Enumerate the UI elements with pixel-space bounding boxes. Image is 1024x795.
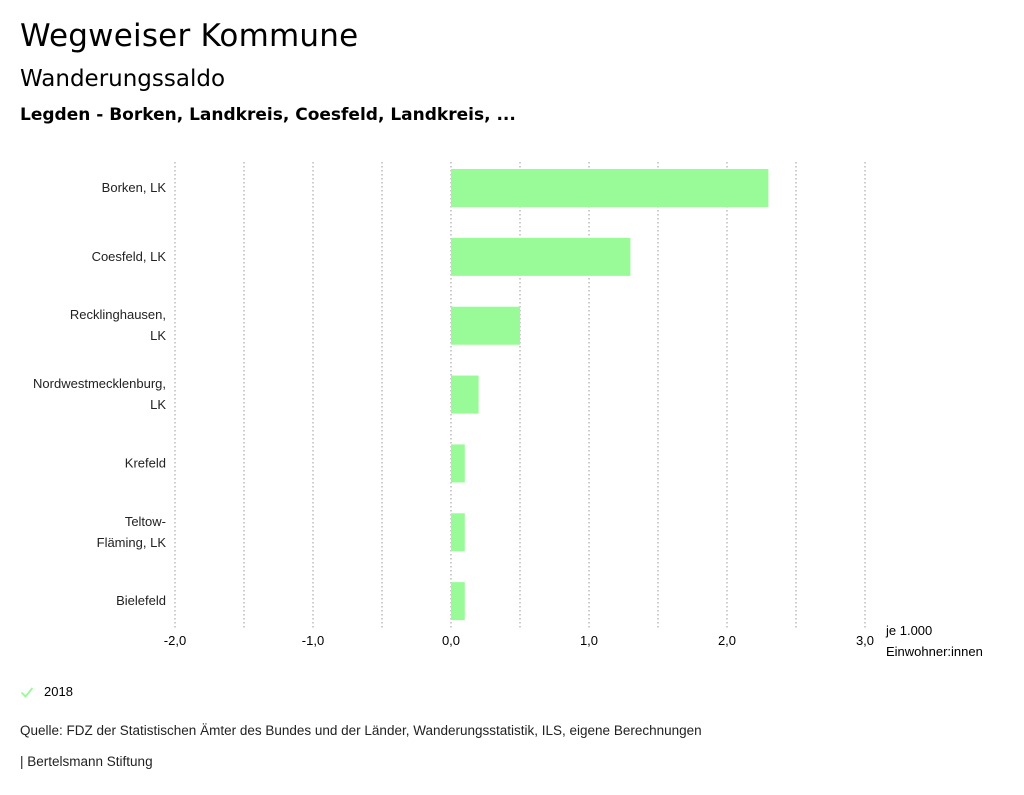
bars (451, 169, 769, 621)
bar[interactable] (451, 444, 465, 483)
bar[interactable] (451, 375, 479, 414)
brand-note: | Bertelsmann Stiftung (20, 754, 153, 769)
x-tick-label: 3,0 (856, 633, 874, 648)
x-axis-label: je 1.000 Einwohner:innen (885, 623, 983, 659)
x-tick-label: -1,0 (302, 633, 324, 648)
bar[interactable] (451, 513, 465, 552)
x-axis-label-line: Einwohner:innen (886, 644, 983, 659)
grid-lines (174, 162, 866, 628)
x-tick-label: 0,0 (442, 633, 460, 648)
bar[interactable] (451, 306, 520, 345)
bar-chart: Borken, LK Coesfeld, LK Recklinghausen, LK N… (33, 162, 983, 659)
category-label: Krefeld (125, 455, 166, 470)
x-tick-label: 2,0 (718, 633, 736, 648)
category-label: Borken, LK (102, 180, 167, 195)
bar[interactable] (451, 582, 465, 621)
category-labels: Borken, LK Coesfeld, LK Recklinghausen, LK N… (33, 180, 166, 608)
category-label: Nordwestmecklenburg, LK (33, 376, 166, 412)
category-label: Bielefeld (116, 593, 166, 608)
legend-label: 2018 (44, 684, 73, 699)
legend[interactable]: 2018 (20, 684, 73, 699)
category-label: Teltow-Fläming, LK (97, 514, 167, 550)
category-label: Coesfeld, LK (92, 249, 167, 264)
chart-subtitle: Wanderungssaldo (20, 66, 226, 92)
chart-title: Wegweiser Kommune (20, 18, 359, 54)
x-tick-labels: -2,0 -1,0 0,0 1,0 2,0 3,0 (164, 633, 874, 648)
source-note: Quelle: FDZ der Statistischen Ämter des … (20, 723, 702, 738)
bar[interactable] (451, 237, 631, 276)
x-tick-label: -2,0 (164, 633, 186, 648)
region-label: Legden - Borken, Landkreis, Coesfeld, La… (20, 105, 516, 125)
check-icon[interactable] (20, 685, 34, 699)
x-tick-label: 1,0 (580, 633, 598, 648)
category-label: Recklinghausen, LK (70, 307, 166, 343)
bar[interactable] (451, 169, 769, 207)
x-axis-label-line: je 1.000 (885, 623, 932, 638)
